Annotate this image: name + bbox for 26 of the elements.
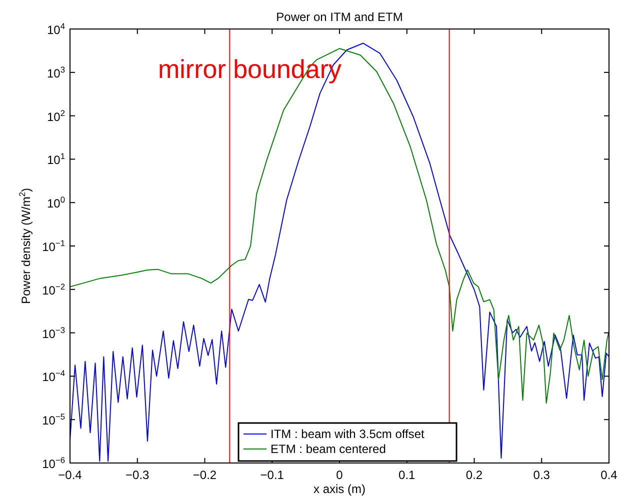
- x-tick-label: −0.3: [126, 468, 150, 482]
- y-tick-label: 10$^{1}$: [46, 151, 66, 168]
- line-series: [70, 48, 609, 404]
- y-tick-label: 10$^{3}$: [46, 64, 66, 80]
- y-tick-label: 10$^{−2}$: [42, 281, 66, 298]
- x-tick-label: 0: [336, 468, 344, 482]
- x-tick-label: −0.2: [192, 468, 217, 482]
- x-tick-label: 0.1: [398, 468, 416, 482]
- x-axis-title: x axis (m): [314, 482, 366, 496]
- y-tick-label: 10$^{−4}$: [42, 368, 66, 384]
- y-tick-label: 10$^{4}$: [46, 21, 66, 37]
- x-tick-label: 0.2: [466, 468, 483, 482]
- y-tick-label: 10$^{0}$: [46, 194, 66, 211]
- chart-title: Power on ITM and ETM: [276, 10, 403, 24]
- legend-label: ETM : beam centered: [270, 442, 386, 456]
- y-tick-label: 10$^{−1}$: [42, 238, 66, 254]
- line-series: [70, 42, 609, 462]
- y-tick-label: 10$^{2}$: [46, 108, 66, 124]
- y-tick-label: 10$^{−3}$: [42, 324, 66, 341]
- legend-label: ITM : beam with 3.5cm offset: [270, 427, 425, 441]
- x-tick-label: −0.1: [260, 468, 284, 482]
- x-tick-label: −0.4: [58, 468, 82, 482]
- x-tick-label: 0.4: [600, 468, 618, 482]
- y-tick-label: 10$^{−5}$: [42, 412, 66, 428]
- y-tick-label: 10$^{−6}$: [42, 455, 66, 471]
- x-tick-label: 0.3: [533, 468, 550, 482]
